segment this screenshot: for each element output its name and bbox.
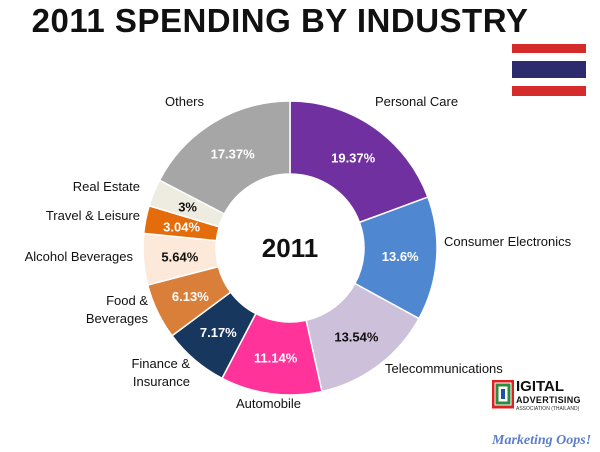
slice-value-label: 3.04% (163, 220, 200, 235)
category-label: Travel & Leisure (46, 208, 140, 223)
slice-value-label: 7.17% (200, 325, 237, 340)
category-label: Personal Care (375, 94, 458, 109)
slice-others (158, 100, 291, 215)
slice-personal-care (289, 100, 429, 224)
slice-value-label: 5.64% (161, 250, 198, 265)
slice-value-label: 11.14% (254, 351, 298, 366)
category-label: Consumer Electronics (444, 234, 572, 249)
thailand-flag-icon (512, 44, 586, 96)
slice-value-label: 3% (178, 199, 197, 214)
slice-value-label: 13.6% (382, 249, 419, 264)
category-label: Finance & Insurance (131, 356, 190, 389)
category-label: Real Estate (73, 179, 140, 194)
slice-value-label: 17.37% (211, 147, 256, 162)
slice-value-label: 6.13% (172, 289, 209, 304)
chart-title: 2011 SPENDING BY INDUSTRY (31, 2, 529, 39)
slice-value-label: 13.54% (334, 329, 379, 344)
category-label: Automobile (236, 396, 301, 411)
watermark-text: Marketing Oops! (492, 433, 592, 448)
category-label: Food & Beverages (86, 293, 149, 326)
category-label: Alcohol Beverages (25, 249, 134, 264)
logo-advertising: ADVERTISING (516, 395, 581, 405)
logo-association: ASSOCIATION (THAILAND) (516, 406, 580, 412)
slice-value-label: 19.37% (331, 150, 376, 165)
digital-advertising-logo: IGITAL ADVERTISING ASSOCIATION (THAILAND… (492, 378, 598, 452)
logo-word: IGITAL (516, 378, 565, 395)
center-year-label: 2011 (262, 233, 318, 263)
category-label: Telecommunications (385, 361, 503, 376)
logo-mark-icon (492, 380, 514, 409)
category-label: Others (165, 94, 205, 109)
